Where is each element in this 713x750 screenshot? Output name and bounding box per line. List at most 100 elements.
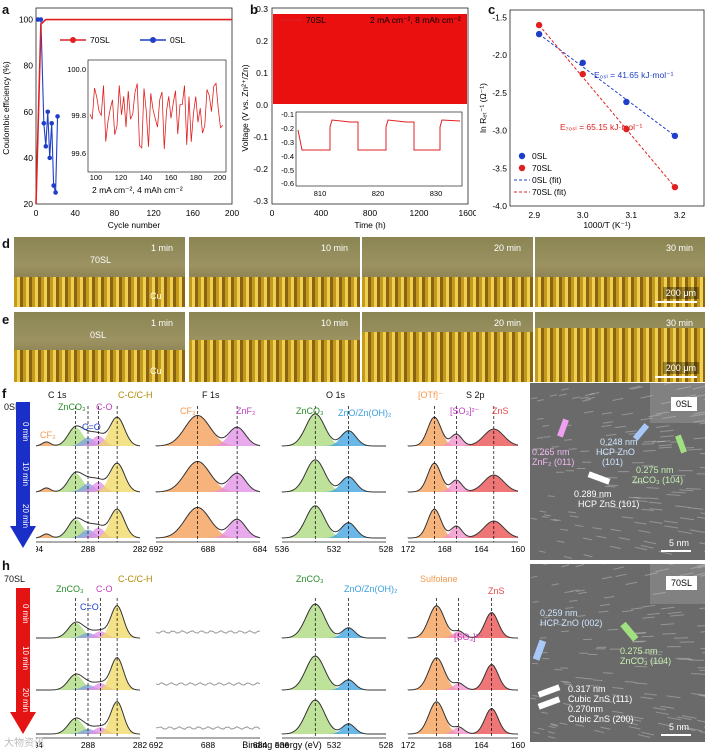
lattice-fringe (699, 669, 705, 672)
lattice-fringe (564, 590, 573, 594)
xtick: 688 (201, 740, 215, 750)
xps-fitted-peak (36, 701, 140, 734)
xps-fitted-peak (408, 463, 518, 492)
xtick: 3.2 (674, 210, 686, 220)
lattice-fringe (649, 520, 663, 524)
lattice-fringe (613, 566, 625, 570)
xps-fitted-peak (408, 701, 518, 734)
lattice-fringe (603, 444, 614, 447)
lattice-fringe (652, 591, 666, 595)
peak-label: C-C/C-H (118, 390, 153, 400)
lattice-fringe (655, 711, 669, 715)
xps-envelope (281, 699, 386, 735)
panel-a-ylabel: Coulombic efficiency (%) (1, 61, 11, 155)
lattice-fringe (570, 589, 580, 592)
xps-fitted-peak (36, 527, 140, 538)
lattice-fringe (679, 517, 695, 521)
sample-label: 0SL (90, 330, 107, 340)
lattice-fringe (625, 581, 638, 585)
lattice-fringe (561, 387, 570, 391)
lattice-fringe (697, 565, 705, 569)
panel-label-h: h (2, 558, 10, 573)
lattice-fringe (662, 415, 677, 419)
lattice-fringe (531, 575, 538, 579)
lattice-fringe (635, 546, 648, 551)
lattice-fringe (637, 734, 651, 738)
lattice-fringe (647, 612, 661, 616)
inset-ytick: -0.3 (281, 138, 294, 147)
time-label: 20 min (493, 318, 521, 328)
lattice-fringe (689, 529, 705, 533)
lattice-fringe (553, 519, 561, 522)
lattice-fringe (641, 442, 655, 445)
panel-e-micrograph: 20 min (362, 312, 533, 382)
time-label: 20 min (21, 688, 30, 712)
data-point (579, 70, 586, 78)
lattice-fringe (690, 413, 705, 417)
x-axis-label: Binding energy (eV) (242, 740, 322, 750)
label: 0.270nm (568, 704, 604, 714)
data-point (579, 59, 586, 66)
xps-envelope (155, 414, 261, 447)
xtick: 0 (34, 208, 39, 218)
xps-fitted-peak (408, 664, 518, 690)
lattice-fringe (542, 425, 550, 427)
lattice-fringe (550, 724, 559, 727)
lattice-fringe (667, 611, 682, 615)
lattice-fringe (657, 722, 672, 727)
panel-h-sample: 70SL (4, 574, 26, 584)
panel-d-micrograph: 20 min (362, 237, 533, 307)
lattice-fringe (543, 564, 549, 566)
lattice-fringe (621, 516, 634, 519)
lattice-fringe (572, 396, 581, 400)
peak-label: [OTf]⁻ (418, 390, 443, 400)
peak-label: C=O (80, 602, 99, 612)
ytick: 60 (24, 107, 34, 117)
ytick: -4.0 (492, 201, 507, 211)
lattice-fringe (638, 530, 651, 534)
inset-xtick: 140 (140, 173, 153, 182)
lattice-fringe (642, 616, 655, 619)
lattice-fringe (667, 716, 682, 721)
time-label: 20 min (493, 243, 521, 253)
panel-c-legend: 0SL 70SL 0SL (fit) 70SL (fit) (514, 151, 566, 197)
lattice-fringe (603, 595, 615, 599)
lattice-fringe (594, 729, 605, 734)
panel-a-xlabel: Cycle number (108, 220, 161, 230)
lattice-fringe (618, 537, 630, 541)
lattice-fringe (601, 411, 613, 415)
lattice-fringe (644, 693, 657, 696)
label: ZnCO₃ (104) (632, 475, 684, 485)
lattice-fringe (600, 726, 611, 730)
time-label: 1 min (150, 318, 173, 328)
lattice-fringe (634, 496, 647, 499)
label: Cubic ZnS (200) (568, 714, 634, 724)
lattice-fringe (584, 410, 594, 414)
xps-fitted-peak (156, 461, 260, 492)
lattice-fringe (560, 680, 569, 683)
lattice-fringe (610, 528, 622, 532)
panel-b-chart: 0.3 0.2 0.1 0.0 -0.1 -0.2 -0.3 0 400 800… (240, 4, 476, 230)
lattice-fringe (575, 724, 585, 727)
lattice-fringe (547, 731, 556, 734)
lattice-fringe (635, 682, 648, 685)
lattice-fringe (533, 731, 540, 735)
xps-envelope (407, 416, 519, 447)
xtick: 532 (327, 544, 341, 554)
lattice-fringe (543, 436, 551, 438)
time-label: 0 min (21, 422, 30, 442)
lattice-fringe (583, 537, 593, 541)
ytick: -2.0 (492, 50, 507, 60)
lattice-fringe (628, 496, 641, 499)
lattice-fringe (699, 452, 705, 455)
lattice-fringe (687, 448, 703, 451)
lattice-fringe (656, 440, 671, 443)
inset-ytick: -0.5 (281, 166, 294, 175)
xps-fitted-peak (408, 434, 518, 446)
lattice-fringe (697, 516, 705, 519)
xps-fitted-peak (408, 509, 518, 538)
spectrum-title: O 1s (326, 390, 346, 400)
peak-label: ZnCO₃ (296, 574, 324, 584)
lattice-fringe (569, 599, 578, 603)
